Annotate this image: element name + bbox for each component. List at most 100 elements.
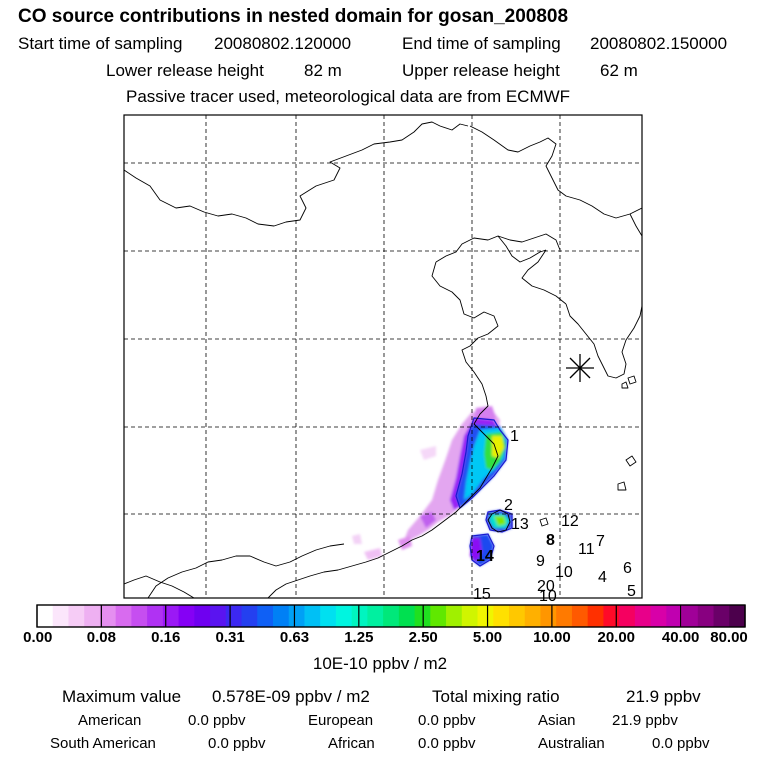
colorbar-tick-label: 2.50 [408,629,438,646]
region-name: European [308,712,374,729]
plume-patch-c [352,534,362,544]
colorbar-swatch [351,605,368,627]
total-mixing-label: Total mixing ratio [432,687,560,706]
site-label: 7 [596,533,605,550]
site-label: 5 [627,583,636,600]
colorbar-swatch [587,605,604,627]
colorbar-tick-label: 5.00 [472,629,503,646]
colorbar-units: 10E-10 ppbv / m2 [312,654,448,673]
colorbar-tick-label: 0.08 [86,629,116,646]
start-time-value: 20080802.120000 [214,34,352,53]
receptor-asterisk-icon [566,354,594,382]
colorbar-tick-label: 1.25 [344,629,374,646]
map-graticule [124,115,642,598]
region-value: 0.0 ppbv [652,735,710,752]
site-label: 9 [536,553,545,570]
colorbar-swatch [509,605,526,627]
site-label: 12 [561,513,579,530]
colorbar-swatch [37,605,54,627]
max-value-label: Maximum value [62,687,182,706]
upper-release-value: 62 m [600,61,638,80]
colorbar-swatch [477,605,494,627]
colorbar-swatch [241,605,258,627]
colorbar [36,605,746,627]
island-2 [621,381,629,389]
region-value: 21.9 ppbv [612,712,678,729]
end-time-value: 20080802.150000 [590,34,728,53]
colorbar-swatch [210,605,227,627]
colorbar-swatch [619,605,636,627]
colorbar-swatch [115,605,132,627]
colorbar-swatch [603,605,620,627]
site-label: 10 [539,588,557,605]
site-label: 6 [623,560,632,577]
korea-border [521,249,567,305]
china-mongolia-border [124,121,469,227]
colorbar-swatch [99,605,117,627]
colorbar-swatch [304,605,321,627]
plume-taiwan-green [494,516,506,526]
colorbar-swatch [650,605,667,627]
taiwan-coast [487,509,511,533]
colorbar-swatch [147,605,164,627]
colorbar-swatch [194,605,211,627]
colorbar-swatch [571,605,589,627]
colorbar-swatch [398,605,416,627]
concentration-plume [352,406,512,566]
site-label: 4 [598,569,607,586]
site-label: 1 [510,428,519,445]
colorbar-swatch [634,605,652,627]
colorbar-swatch [273,605,290,627]
region-name: African [328,735,375,752]
region-name: South American [50,735,156,752]
colorbar-tick-label: 80.00 [710,629,748,646]
colorbar-swatch [430,605,447,627]
china-coast-east [267,423,499,598]
plume-patch-e [420,446,436,460]
region-name: Asian [538,712,576,729]
colorbar-swatch [697,605,715,627]
colorbar-swatch [524,605,542,627]
region-value: 0.0 ppbv [188,712,246,729]
region-name: Australian [538,735,605,752]
colorbar-swatch [52,605,70,627]
island-4 [617,481,627,491]
colorbar-swatch [320,605,337,627]
colorbar-swatch [335,605,353,627]
start-time-label: Start time of sampling [18,34,183,53]
colorbar-swatch [84,605,101,627]
colorbar-swatch [162,605,180,627]
site-label: 14 [476,548,494,565]
colorbar-swatch [288,605,306,627]
lower-release-label: Lower release height [106,61,264,80]
tracer-note: Passive tracer used, meteorological data… [126,87,571,106]
colorbar-swatch [225,605,243,627]
colorbar-tick-label: 0.16 [151,629,181,646]
colorbar-tick-label: 0.31 [215,629,245,646]
colorbar-swatch [682,605,699,627]
colorbar-swatch [383,605,400,627]
inland-border-south [124,575,195,598]
max-value: 0.578E-09 ppbv / m2 [212,687,370,706]
upper-release-label: Upper release height [402,61,560,80]
island-3 [625,455,637,467]
colorbar-swatch [729,605,746,627]
plume-yellow [492,436,504,458]
region-value: 0.0 ppbv [208,735,266,752]
colorbar-swatch [367,605,384,627]
korea-coast-east [629,213,642,237]
colorbar-tick-label: 0.63 [279,629,310,646]
chart-title: CO source contributions in nested domain… [18,6,569,27]
hainan-like-coast [147,543,345,598]
colorbar-swatch [556,605,573,627]
colorbar-swatch [68,605,85,627]
plume-contour-main [455,417,509,510]
total-mixing-value: 21.9 ppbv [626,687,701,706]
region-value: 0.0 ppbv [418,735,476,752]
manchuria-border [469,125,642,219]
coastlines [124,121,642,598]
region-name: American [78,712,142,729]
island-5 [539,517,549,527]
site-label: 20 [537,578,555,595]
